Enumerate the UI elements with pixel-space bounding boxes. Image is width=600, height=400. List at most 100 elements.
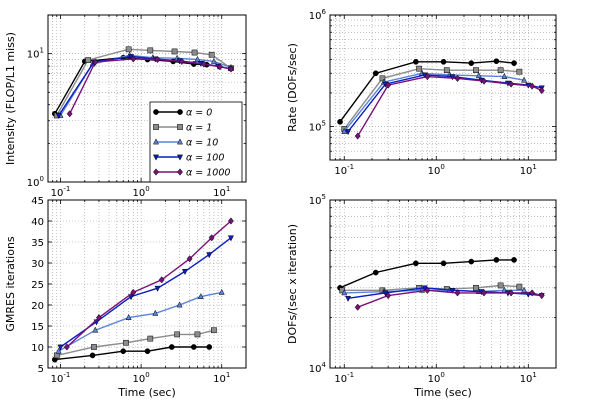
legend-marker <box>177 109 183 115</box>
series-group <box>51 217 234 363</box>
legend-marker <box>153 168 159 176</box>
data-point-a1000 <box>96 314 102 322</box>
data-point-a1000 <box>227 65 234 73</box>
data-point-a1 <box>339 287 346 294</box>
y-tick-label: 5 <box>38 364 44 375</box>
data-point-a0 <box>413 58 419 65</box>
y-tick-label: 40 <box>31 217 44 228</box>
data-point-a1000 <box>158 276 165 284</box>
data-point-a1 <box>473 284 479 291</box>
y-axis-label: GMRES iterations <box>4 236 17 332</box>
data-point-a1000 <box>217 63 223 71</box>
data-point-a1000 <box>63 343 70 351</box>
data-point-a1000 <box>208 234 215 242</box>
y-tick-label: 30 <box>31 259 44 270</box>
y-tick-label: 15 <box>31 322 44 333</box>
data-point-a1000 <box>354 303 361 311</box>
data-point-a100 <box>345 295 352 302</box>
x-tick-label: 100 <box>133 371 150 385</box>
x-tick-label: 100 <box>133 185 150 199</box>
data-point-a0 <box>372 269 379 276</box>
data-point-a0 <box>468 258 475 265</box>
series-line-a0 <box>339 259 514 289</box>
y-tick-label: 100 <box>27 175 44 189</box>
x-tick-label: 100 <box>428 163 445 177</box>
y-tick-label: 20 <box>31 301 44 312</box>
data-point-a100 <box>206 252 213 259</box>
series-line-a100 <box>60 237 232 348</box>
data-point-a1000 <box>529 289 536 297</box>
data-point-a1 <box>174 331 181 338</box>
series-line-a1000 <box>357 75 542 137</box>
data-point-a0 <box>413 260 419 267</box>
y-tick-label: 35 <box>31 238 44 249</box>
data-point-a10 <box>125 313 132 320</box>
legend-item: α = 1 <box>153 123 212 134</box>
data-point-a1 <box>85 57 91 63</box>
data-point-a0 <box>120 348 127 355</box>
data-point-a1000 <box>481 77 487 85</box>
data-point-a100 <box>449 287 456 294</box>
data-point-a1000 <box>424 73 431 81</box>
data-point-a100 <box>345 129 352 136</box>
data-point-a1000 <box>508 80 515 88</box>
data-point-a100 <box>449 74 456 81</box>
data-point-a1000 <box>227 217 234 225</box>
data-point-a1 <box>497 282 504 289</box>
data-point-a1000 <box>481 289 487 297</box>
data-point-a1 <box>516 283 523 290</box>
data-point-a10 <box>521 76 528 83</box>
data-point-a1 <box>171 48 178 55</box>
legend-label: α = 10 <box>186 138 218 149</box>
data-point-a10 <box>341 127 348 134</box>
data-point-a1 <box>53 352 60 359</box>
data-point-a1 <box>208 51 215 58</box>
data-point-a1 <box>147 335 154 342</box>
data-point-a10 <box>92 326 99 333</box>
data-point-a0 <box>206 344 213 350</box>
data-point-a1 <box>125 46 132 53</box>
x-tick-label: 100 <box>428 371 445 385</box>
legend-marker <box>176 138 184 145</box>
data-point-a100 <box>181 269 188 276</box>
y-tick-label: 105 <box>309 193 326 207</box>
data-point-a10 <box>210 57 217 64</box>
x-tick-label: 101 <box>213 185 230 199</box>
data-point-a1 <box>497 67 504 74</box>
x-tick-label: 101 <box>520 371 537 385</box>
data-point-a100 <box>227 235 234 242</box>
data-point-a1000 <box>130 288 137 296</box>
data-point-a10 <box>197 292 204 299</box>
data-point-a1 <box>516 68 523 75</box>
data-point-a1000 <box>200 60 207 68</box>
data-point-a1 <box>91 344 97 350</box>
series-group <box>337 257 545 311</box>
legend: α = 0 α = 1 α = 10 α = 100 α = 1000 <box>149 101 243 183</box>
legend-label: α = 1000 <box>186 168 230 179</box>
x-tick-label: 10-1 <box>334 371 354 385</box>
data-point-a1000 <box>154 55 161 64</box>
y-tick-label: 101 <box>27 47 44 61</box>
axes-frame <box>329 14 557 161</box>
data-point-a0 <box>440 58 447 65</box>
x-tick-label: 101 <box>520 163 537 177</box>
data-point-a0 <box>168 344 175 350</box>
data-point-a10 <box>176 301 183 308</box>
legend-marker <box>177 168 183 176</box>
ticks <box>329 14 557 161</box>
data-point-a1000 <box>538 86 545 95</box>
data-point-a0 <box>493 58 500 65</box>
x-axis-label: Time (sec) <box>117 386 176 399</box>
y-axis-label: DOFs/(sec x iteration) <box>286 224 299 344</box>
axes-frame <box>47 14 247 183</box>
data-point-a10 <box>501 72 508 79</box>
data-point-a1000 <box>66 110 73 118</box>
data-point-a1 <box>123 339 129 346</box>
data-point-a10 <box>218 288 225 295</box>
data-point-a100 <box>154 285 161 292</box>
series-line-a1000 <box>66 220 232 348</box>
data-point-a100 <box>57 344 64 351</box>
data-point-a1000 <box>385 81 392 89</box>
